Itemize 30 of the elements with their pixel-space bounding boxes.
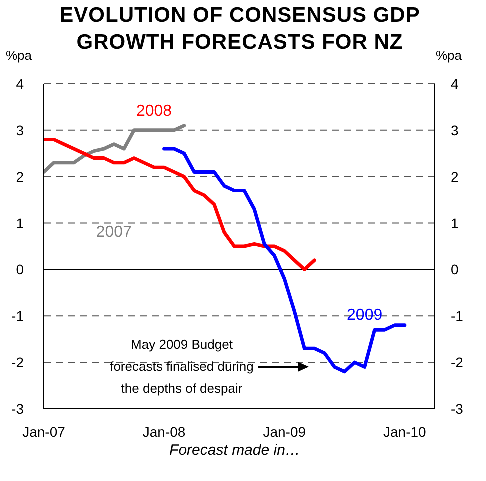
y2-tick-label: -2 [451, 354, 464, 371]
line-series [44, 124, 186, 174]
line-series [44, 138, 316, 272]
y2-tick-label: -1 [451, 308, 464, 324]
x-axis-title: Forecast made in… [168, 442, 302, 459]
y2-axis-title: %pa [436, 48, 462, 63]
text: 2008 [135, 102, 174, 122]
y-tick-label: 0 [16, 262, 24, 278]
x-tick-label: Jan-10 [384, 424, 427, 440]
y2-tick-label: 4 [451, 76, 459, 92]
y-tick-label: 4 [16, 76, 24, 92]
y-tick-label: 3 [16, 122, 24, 138]
series-label: 2009 [346, 306, 384, 326]
x-tick-label: Jan-07 [22, 424, 66, 440]
y-tick-label: 2 [16, 168, 24, 185]
x-tick-label: Jan-09 [263, 424, 306, 440]
x-tick-label: Jan-08 [142, 424, 186, 440]
y-tick-label: -2 [12, 354, 24, 371]
chart-title: EVOLUTION OF CONSENSUS GDP GROWTH FORECASTS FOR NZ [60, 4, 420, 54]
y2-tick-label: 3 [451, 122, 459, 138]
y2-tick-label: -3 [451, 400, 464, 417]
y2-tick-label: 2 [451, 168, 459, 185]
y2-tick-label: 1 [451, 215, 459, 232]
y-tick-label: -1 [12, 308, 24, 324]
y-tick-label: -3 [12, 400, 24, 417]
annotation: May 2009 Budget forecasts finalised during the depths of despair [109, 336, 255, 398]
y-tick-label: 1 [16, 215, 24, 232]
y2-tick-label: 0 [451, 262, 459, 278]
y-axis-title: %pa [6, 48, 32, 63]
text: 2007 [95, 222, 133, 243]
